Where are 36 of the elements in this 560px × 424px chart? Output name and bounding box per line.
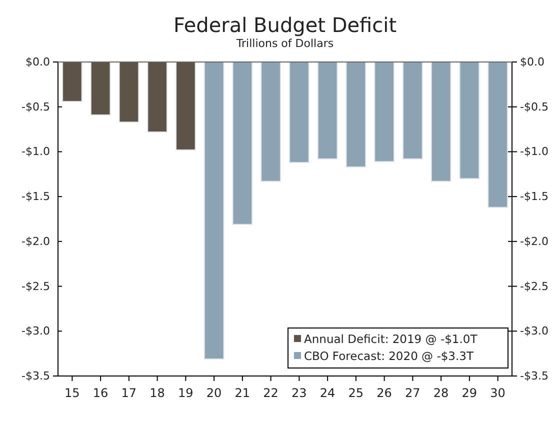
- x-tick-label: 22: [263, 386, 278, 400]
- legend-label: CBO Forecast: 2020 @ -$3.3T: [304, 349, 474, 363]
- x-tick-label: 28: [433, 386, 449, 400]
- x-tick-label: 26: [376, 386, 392, 400]
- y-tick-label: -$2.5: [22, 280, 50, 293]
- x-tick-label: 23: [292, 386, 307, 400]
- legend-label: Annual Deficit: 2019 @ -$1.0T: [304, 332, 478, 346]
- y2-tick-label: $0.0: [520, 56, 544, 69]
- y2-tick-label: -$1.5: [520, 190, 548, 204]
- y2-tick-label: -$3.5: [520, 370, 548, 383]
- y-tick-label: -$2.0: [22, 234, 50, 248]
- x-tick-label: 18: [150, 386, 165, 400]
- y2-tick-label: -$2.5: [520, 280, 548, 293]
- x-tick-label: 20: [206, 386, 222, 400]
- y-tick-label: -$3.5: [22, 370, 50, 383]
- y2-tick-label: -$3.0: [520, 324, 548, 338]
- x-tick-label: 29: [462, 386, 478, 400]
- y-tick-label: -$3.0: [22, 324, 50, 338]
- y-tick-label: -$0.5: [22, 100, 50, 114]
- x-tick-label: 24: [320, 386, 336, 400]
- y2-tick-label: -$2.0: [520, 234, 548, 248]
- y2-tick-label: -$0.5: [520, 100, 548, 114]
- x-tick-label: 30: [490, 386, 506, 400]
- x-tick-label: 21: [234, 386, 250, 400]
- x-tick-label: 17: [121, 386, 137, 400]
- x-tick-label: 25: [348, 386, 364, 400]
- y-tick-label: $0.0: [26, 56, 50, 69]
- chart-subtitle: Trillions of Dollars: [235, 37, 334, 50]
- chart-title: Federal Budget Deficit: [173, 13, 397, 37]
- y-tick-label: -$1.5: [22, 190, 50, 204]
- y-tick-label: -$1.0: [22, 145, 50, 158]
- x-tick-label: 16: [92, 386, 108, 400]
- x-tick-label: 19: [178, 386, 194, 400]
- x-tick-label: 27: [405, 386, 420, 400]
- x-tick-label: 15: [64, 386, 80, 400]
- y2-tick-label: -$1.0: [520, 145, 548, 158]
